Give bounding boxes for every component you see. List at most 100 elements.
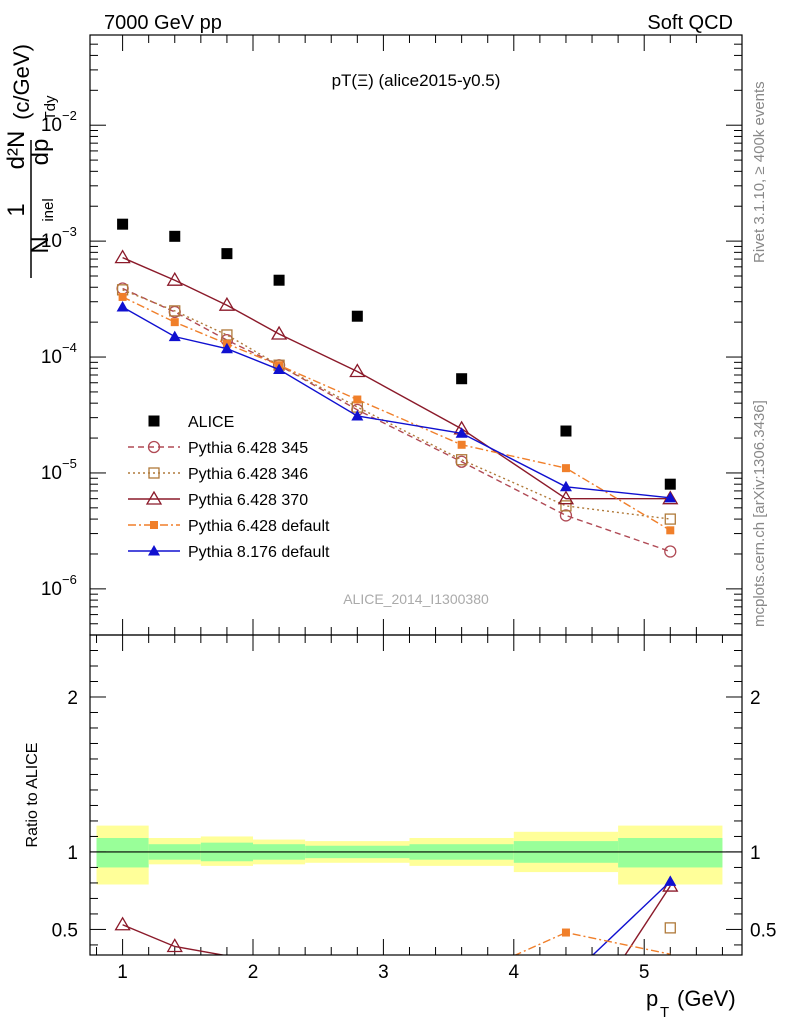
series-line-pdefault: [122, 296, 671, 531]
point-p345: [664, 545, 677, 558]
ratio-point-p370: [166, 938, 183, 953]
lower-ytick-label-right: 2: [750, 688, 761, 709]
point-alice: [456, 373, 468, 385]
ratio-point-p8: [664, 875, 677, 886]
point-alice: [664, 478, 676, 490]
legend: ALICE Pythia 6.428 345 Pythia 6.428 346 Pyt…: [128, 414, 330, 561]
xtick-label: 5: [639, 962, 650, 983]
ratio-ylabel: Ratio to ALICE: [24, 743, 41, 848]
upper-axis-ticks: 10−610−510−410−310−2: [41, 34, 742, 636]
ylabel-one: 1: [3, 203, 30, 216]
series-line-p8: [122, 306, 671, 499]
ratio-point-p370: [114, 916, 131, 931]
xtick-label: 1: [117, 962, 128, 983]
ratio-point-pdefault: [561, 928, 570, 937]
point-p8: [351, 409, 364, 421]
point-p346: [169, 305, 181, 317]
lower-series: [114, 875, 679, 955]
upper-ytick-label: 10: [41, 347, 62, 368]
rivet-label: Rivet 3.1.10, ≥ 400k events: [751, 81, 768, 263]
point-alice: [351, 310, 363, 322]
upper-ytick-exponent: −4: [62, 340, 77, 355]
ratio-line-p8: [591, 880, 671, 955]
ratio-point-p346: [664, 922, 676, 934]
legend-label-p370: Pythia 6.428 370: [188, 492, 308, 509]
ratio-line-p370: [624, 885, 671, 955]
point-pdefault: [118, 292, 127, 301]
upper-ytick-exponent: −3: [62, 224, 77, 239]
ylabel-nsub: inel: [40, 198, 57, 221]
point-p8: [220, 342, 233, 354]
upper-ytick-label: 10: [41, 115, 62, 136]
legend-label-p346: Pythia 6.428 346: [188, 466, 308, 483]
point-alice: [221, 248, 233, 260]
xtick-label: 4: [509, 962, 520, 983]
legend-marker-p370: [145, 490, 163, 505]
point-p346: [455, 454, 468, 466]
legend-marker-pdefault: [150, 521, 158, 529]
lower-axis-ticks: 0.5 0.5 1 1 2 2 1 2 3 4 5: [52, 635, 776, 983]
point-pdefault: [457, 440, 466, 449]
mcplots-label: mcplots.cern.ch [arXiv:1306.3436]: [751, 400, 768, 627]
ylabel-unit: (c/GeV): [9, 44, 34, 120]
point-alice: [117, 218, 129, 230]
upper-ylabel: 1 N inel d²N dp Tdy (c/GeV): [3, 44, 59, 278]
lower-series-clipped: [114, 875, 679, 955]
ylabel-d2n: d²N: [3, 131, 30, 170]
point-p370: [557, 490, 575, 505]
lower-ytick-label-left: 2: [67, 688, 78, 709]
xtick-label: 2: [248, 962, 259, 983]
point-p370: [218, 296, 236, 311]
legend-marker-p346: [148, 467, 160, 479]
point-pdefault: [170, 318, 179, 327]
analysis-watermark: ALICE_2014_I1300380: [343, 591, 489, 607]
point-p8: [664, 491, 677, 503]
band-inner: [96, 838, 149, 868]
upper-ytick-exponent: −5: [62, 456, 77, 471]
point-alice: [273, 274, 285, 286]
plot-title: pT(Ξ) (alice2015-y0.5): [332, 71, 501, 90]
upper-ytick-label: 10: [41, 231, 62, 252]
xlabel-p: p: [646, 986, 658, 1011]
point-p370: [349, 363, 366, 378]
legend-label-pdefault: Pythia 6.428 default: [188, 518, 330, 535]
point-p346: [664, 513, 676, 525]
point-pdefault: [353, 395, 362, 404]
legend-label-p8: Pythia 8.176 default: [188, 544, 330, 561]
point-p370: [270, 325, 288, 340]
legend-label-p345: Pythia 6.428 345: [188, 440, 308, 457]
lower-ytick-label-right: 1: [750, 843, 761, 864]
legend-marker-p345: [147, 440, 161, 454]
point-p370: [166, 271, 183, 286]
point-pdefault: [666, 526, 675, 535]
point-pdefault: [561, 464, 570, 473]
legend-label-alice: ALICE: [188, 414, 234, 431]
upper-ytick-label: 10: [41, 463, 62, 484]
xtick-label: 3: [378, 962, 389, 983]
lower-frame: [89, 634, 743, 956]
ratio-bands: [90, 825, 742, 885]
ylabel-dp: dp: [27, 139, 54, 166]
lower-ytick-label-right: 0.5: [750, 920, 776, 941]
legend-marker-p8: [148, 545, 160, 556]
ylabel-nsym: N: [27, 236, 54, 253]
point-p370: [114, 249, 131, 264]
point-p346: [560, 500, 572, 512]
energy-label: 7000 GeV pp: [104, 12, 222, 34]
series-line-p370: [122, 257, 671, 500]
category-label: Soft QCD: [647, 12, 733, 34]
upper-series: [114, 218, 679, 558]
upper-ytick-exponent: −6: [62, 572, 77, 587]
point-alice: [560, 425, 572, 437]
point-p8: [455, 427, 468, 438]
point-p8: [168, 330, 181, 342]
band-inner: [618, 838, 723, 868]
series-line-p346: [122, 289, 671, 520]
xlabel-unit: (GeV): [677, 986, 736, 1011]
point-p8: [116, 301, 129, 312]
point-p345: [559, 509, 573, 522]
point-alice: [169, 230, 181, 242]
ratio-line-p370: [122, 924, 227, 955]
